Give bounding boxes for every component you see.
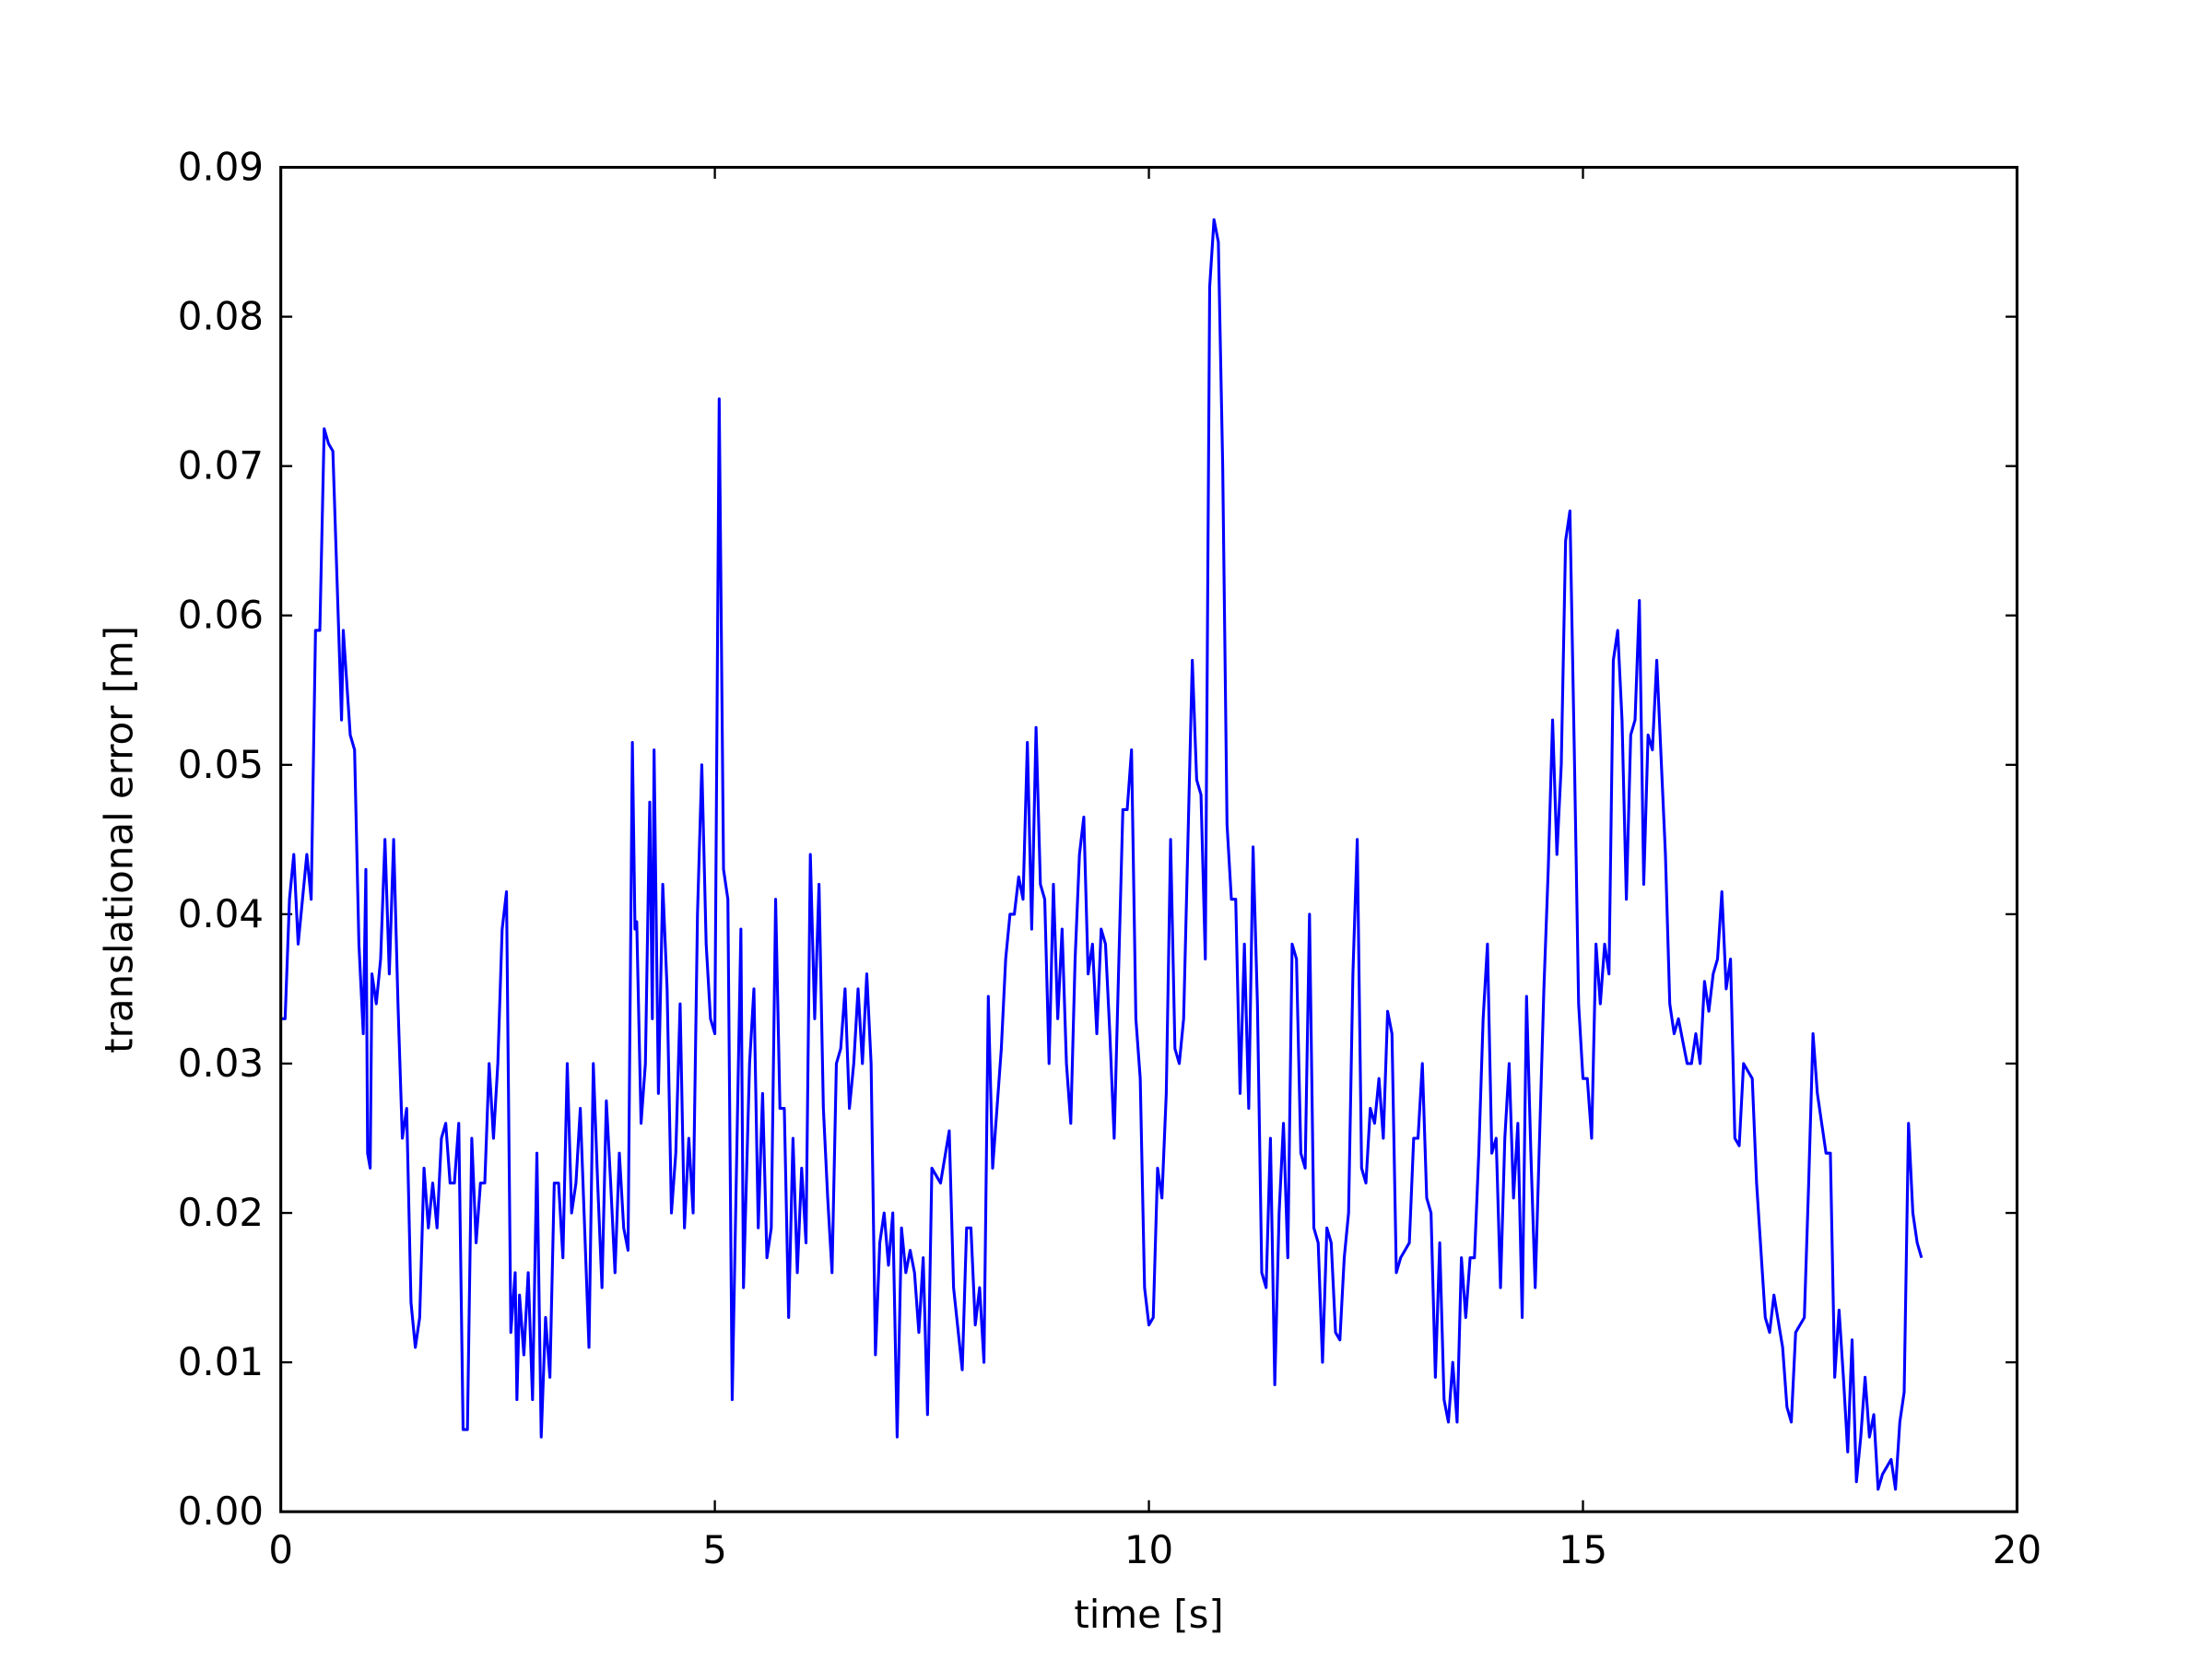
y-tick-label: 0.05 xyxy=(178,742,264,787)
x-tick-label: 15 xyxy=(1559,1527,1607,1572)
data-line xyxy=(280,218,1924,1491)
plot-frame xyxy=(279,166,2018,1513)
y-tick-label: 0.03 xyxy=(178,1041,264,1086)
y-tick-label: 0.02 xyxy=(178,1190,264,1235)
y-tick-label: 0.07 xyxy=(178,443,264,488)
y-tick-label: 0.09 xyxy=(178,145,264,190)
x-tick-label: 0 xyxy=(268,1527,293,1572)
y-tick-label: 0.00 xyxy=(178,1488,264,1534)
y-tick-label: 0.04 xyxy=(178,891,264,936)
x-tick-label: 20 xyxy=(1993,1527,2041,1572)
y-tick-label: 0.08 xyxy=(178,294,264,339)
y-tick-label: 0.01 xyxy=(178,1339,264,1384)
x-tick-label: 10 xyxy=(1124,1527,1173,1572)
x-tick-label: 5 xyxy=(702,1527,727,1572)
y-axis-label: translational error [m] xyxy=(96,626,141,1053)
x-axis-label: time [s] xyxy=(1074,1592,1223,1637)
y-tick-label: 0.06 xyxy=(178,593,264,638)
